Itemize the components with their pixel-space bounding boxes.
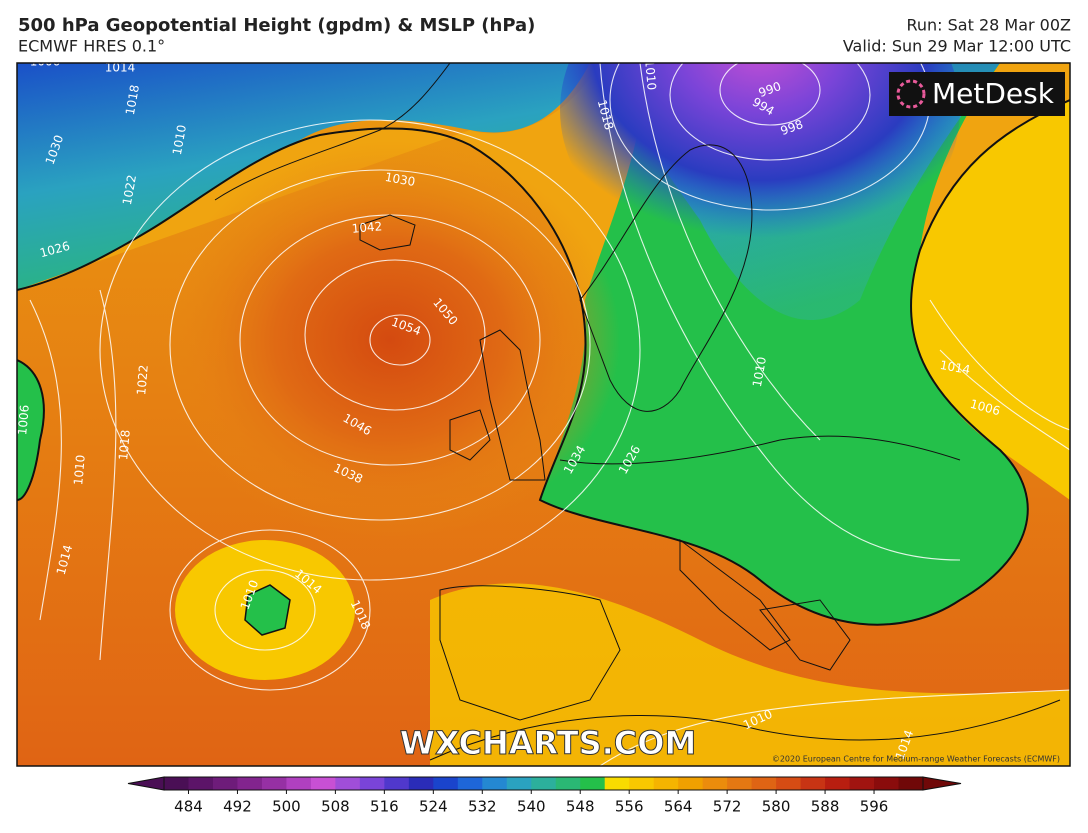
colorbar-segment — [849, 777, 875, 790]
isobar-label: 1014 — [939, 358, 972, 377]
colorbar-segment — [408, 777, 434, 790]
isobar-label: 1022 — [120, 174, 139, 207]
colorbar-segment — [776, 777, 802, 790]
colorbar-segment — [898, 777, 924, 790]
colorbar-tick-label: 524 — [419, 798, 448, 816]
colorbar-tick-label: 516 — [370, 798, 399, 816]
colorbar-tick-label: 532 — [468, 798, 497, 816]
isobar-label: 1006 — [15, 404, 32, 436]
colorbar-min-arrow — [127, 776, 165, 791]
colorbar-max-arrow — [922, 776, 962, 791]
map: 1006 101410181010103010221026104210301050… — [15, 55, 1070, 766]
colorbar-tick-label: 500 — [272, 798, 301, 816]
colorbar-segment — [629, 777, 655, 790]
colorbar-segment — [874, 777, 900, 790]
valid-time: Valid: Sun 29 Mar 12:00 UTC — [843, 37, 1071, 56]
colorbar-segment — [825, 777, 851, 790]
colorbar-segment — [335, 777, 361, 790]
colorbar-segment — [212, 777, 238, 790]
colorbar-segment — [359, 777, 385, 790]
isobar-label: 1030 — [384, 170, 417, 189]
colorbar-segment — [482, 777, 508, 790]
watermark: WXCHARTS.COM — [400, 724, 697, 762]
isobar-label: 1022 — [134, 364, 151, 396]
colorbar-segment — [506, 777, 532, 790]
title: 500 hPa Geopotential Height (gpdm) & MSL… — [18, 15, 535, 36]
colorbar-segment — [384, 777, 410, 790]
colorbar-segment — [237, 777, 263, 790]
isobar-label: 1010 — [750, 356, 769, 389]
colorbar-tick-label: 596 — [860, 798, 889, 816]
colorbar-segment — [531, 777, 557, 790]
colorbar-tick-label: 588 — [811, 798, 840, 816]
colorbar-tick-label: 564 — [664, 798, 693, 816]
colorbar-tick-label: 492 — [223, 798, 252, 816]
colorbar-tick-label: 484 — [174, 798, 203, 816]
colorbar-tick-label: 508 — [321, 798, 350, 816]
colorbar-tick-label: 548 — [566, 798, 595, 816]
run-time: Run: Sat 28 Mar 00Z — [906, 16, 1071, 35]
colorbar-segment — [800, 777, 826, 790]
isobar-label: 1010 — [642, 59, 659, 91]
colorbar-segment — [286, 777, 312, 790]
isobar-label: 1006 — [30, 55, 61, 69]
colorbar-frame — [163, 776, 924, 791]
copyright: ©2020 European Centre for Medium-range W… — [772, 755, 1060, 764]
colorbar-segment — [555, 777, 581, 790]
colorbar-tick-label: 580 — [762, 798, 791, 816]
isobar-label: 1018 — [116, 429, 133, 461]
colorbar-segment — [653, 777, 679, 790]
isobar-label: 1018 — [123, 84, 142, 117]
colorbar-segment — [580, 777, 606, 790]
colorbar-segment — [164, 777, 189, 790]
isobar-label: 1010 — [170, 124, 189, 157]
colorbar-tick-label: 572 — [713, 798, 742, 816]
colorbar-segment — [678, 777, 704, 790]
colorbar-tick-label: 556 — [615, 798, 644, 816]
colorbar-segment — [188, 777, 214, 790]
header: 500 hPa Geopotential Height (gpdm) & MSL… — [18, 15, 1071, 56]
isobar-label: 1042 — [351, 219, 383, 236]
colorbar-segment — [433, 777, 459, 790]
colorbar-segment — [702, 777, 728, 790]
colorbar-segment — [604, 777, 630, 790]
map-frame — [16, 62, 1071, 767]
colorbar-tick-label: 540 — [517, 798, 546, 816]
colorbar-segment — [310, 777, 336, 790]
logo: MetDesk — [889, 72, 1065, 116]
colorbar-segment — [727, 777, 753, 790]
colorbar: 484 492 500 508 516 524 532 540 548 556 564 572 580 5… — [127, 776, 962, 816]
isobar-label: 1014 — [105, 61, 136, 75]
isobar-label: 1010 — [71, 454, 88, 486]
colorbar-segment — [457, 777, 483, 790]
colorbar-segment — [261, 777, 287, 790]
subtitle: ECMWF HRES 0.1° — [18, 37, 165, 56]
logo-text: MetDesk — [932, 77, 1055, 110]
colorbar-segment — [751, 777, 777, 790]
